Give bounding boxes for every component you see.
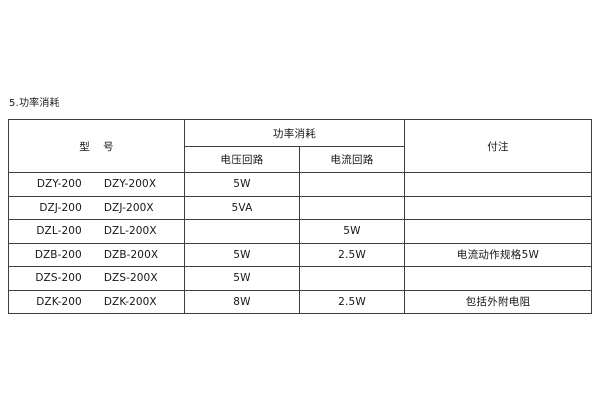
table-header-row-sub: 电压回路 电流回路 [9,146,592,173]
cell-notes [404,172,593,197]
model-name-primary: DZL-200 [36,225,82,238]
cell-voltage-circuit [184,219,300,244]
table-body: DZY-200 DZY-200X 5W DZJ-200 DZJ-200X 5VA [8,172,593,314]
model-name-primary: DZB-200 [34,248,82,261]
model-name-variant: DZS-200X [103,272,158,285]
cell-current-circuit: 5W [298,219,406,244]
model-name-primary: DZK-200 [36,295,82,308]
table-row: DZS-200 DZS-200X 5W [8,266,593,291]
page-title: 5.功率消耗 [9,98,60,109]
model-name-primary: DZJ-200 [39,201,82,214]
cell-voltage-circuit: 5VA [184,195,300,220]
cell-model: DZK-200 DZK-200X [8,289,185,314]
cell-current-circuit [298,266,406,291]
model-name-variant: DZL-200X [103,225,157,238]
cell-model: DZS-200 DZS-200X [8,266,185,291]
cell-notes [404,266,593,291]
model-name-primary: DZY-200 [36,178,82,191]
cell-model: DZB-200 DZB-200X [8,242,185,267]
cell-notes [404,219,593,244]
cell-voltage-circuit: 5W [184,172,300,197]
column-header-voltage-circuit: 电压回路 [184,146,300,173]
model-name-variant: DZB-200X [103,248,159,261]
cell-voltage-circuit: 5W [184,266,300,291]
cell-model: DZY-200 DZY-200X [8,172,185,197]
column-header-current-circuit: 电流回路 [298,146,406,173]
table-row: DZY-200 DZY-200X 5W [8,172,593,197]
table-header-row-top: 型号 功率消耗 付注 [8,119,593,173]
table-row: DZB-200 DZB-200X 5W 2.5W 电流动作规格5W [8,242,593,267]
table-row: DZJ-200 DZJ-200X 5VA [8,195,593,220]
column-header-model: 型号 [8,119,185,173]
cell-notes: 包括外附电阻 [404,289,593,314]
model-header-char-2: 号 [103,140,114,153]
model-name-variant: DZK-200X [103,295,157,308]
cell-notes: 电流动作规格5W [404,242,593,267]
cell-current-circuit [298,195,406,220]
cell-model: DZJ-200 DZJ-200X [8,195,185,220]
cell-model: DZL-200 DZL-200X [8,219,185,244]
model-name-variant: DZJ-200X [103,201,154,214]
column-header-notes: 付注 [404,119,593,173]
cell-voltage-circuit: 5W [184,242,300,267]
cell-current-circuit: 2.5W [298,242,406,267]
cell-current-circuit: 2.5W [298,289,406,314]
model-name-variant: DZY-200X [103,178,157,191]
table-row: DZL-200 DZL-200X 5W [8,219,593,244]
table-header: 型号 功率消耗 付注 电压回路 电流回路 [8,119,593,173]
column-header-power-consumption: 功率消耗 [183,119,406,147]
table-row: DZK-200 DZK-200X 8W 2.5W 包括外附电阻 [8,289,593,314]
cell-voltage-circuit: 8W [184,289,300,314]
model-header-char-1: 型 [79,140,90,153]
model-name-primary: DZS-200 [35,272,82,285]
power-consumption-table: 型号 功率消耗 付注 电压回路 电流回路 [8,119,593,314]
cell-current-circuit [298,172,406,197]
cell-notes [404,195,593,220]
